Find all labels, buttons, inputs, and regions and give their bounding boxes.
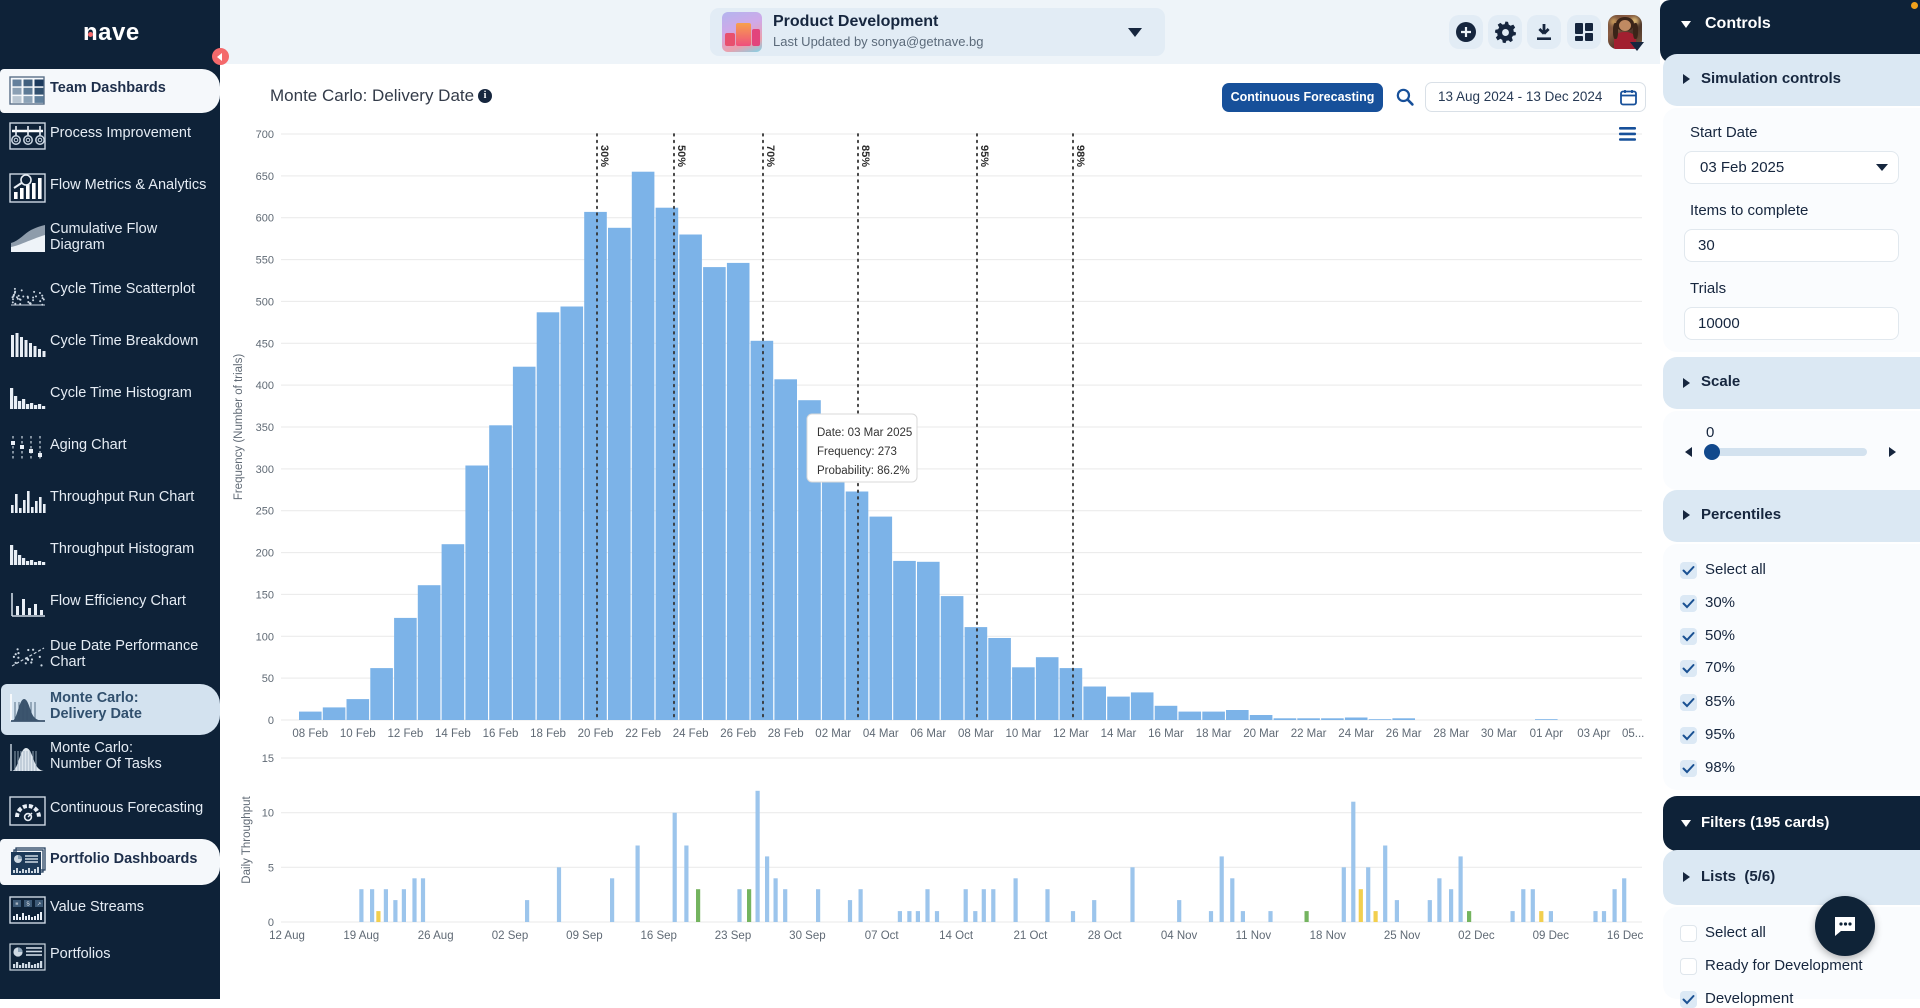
svg-text:06 Mar: 06 Mar (910, 728, 946, 740)
svg-text:S: S (26, 902, 30, 908)
svg-text:12 Aug: 12 Aug (269, 930, 305, 942)
svg-text:30%: 30% (598, 145, 610, 167)
svg-text:02 Mar: 02 Mar (815, 728, 851, 740)
svg-text:450: 450 (256, 338, 274, 350)
svg-text:85%: 85% (859, 145, 871, 167)
svg-text:50%: 50% (675, 145, 687, 167)
svg-text:12 Feb: 12 Feb (387, 728, 423, 740)
svg-text:350: 350 (256, 422, 274, 434)
svg-text:600: 600 (256, 213, 274, 225)
svg-text:98%: 98% (1074, 145, 1086, 167)
svg-text:100: 100 (256, 631, 274, 643)
svg-text:18 Feb: 18 Feb (530, 728, 566, 740)
svg-text:05...: 05... (1622, 728, 1644, 740)
svg-text:Date: 03 Mar 2025: Date: 03 Mar 2025 (817, 427, 912, 439)
svg-text:400: 400 (256, 380, 274, 392)
svg-text:16 Feb: 16 Feb (483, 728, 519, 740)
svg-text:5: 5 (268, 862, 274, 874)
svg-text:550: 550 (256, 255, 274, 267)
svg-text:20 Mar: 20 Mar (1243, 728, 1279, 740)
svg-text:09 Dec: 09 Dec (1533, 930, 1570, 942)
svg-text:23 Sep: 23 Sep (715, 930, 751, 942)
svg-text:Frequency (Number of trials): Frequency (Number of trials) (233, 354, 245, 501)
svg-text:18 Mar: 18 Mar (1196, 728, 1232, 740)
svg-text:03 Apr: 03 Apr (1577, 728, 1610, 740)
svg-text:14 Oct: 14 Oct (939, 930, 974, 942)
svg-text:02 Dec: 02 Dec (1458, 930, 1495, 942)
svg-text:0: 0 (268, 917, 274, 929)
svg-text:70%: 70% (764, 145, 776, 167)
svg-text:18 Nov: 18 Nov (1310, 930, 1347, 942)
svg-text:28 Oct: 28 Oct (1088, 930, 1123, 942)
svg-text:Frequency: 273: Frequency: 273 (817, 446, 897, 458)
svg-text:20 Feb: 20 Feb (578, 728, 614, 740)
svg-text:04 Nov: 04 Nov (1161, 930, 1198, 942)
svg-text:16 Dec: 16 Dec (1607, 930, 1644, 942)
svg-text:09 Sep: 09 Sep (566, 930, 602, 942)
svg-text:0: 0 (268, 715, 274, 727)
svg-text:28 Mar: 28 Mar (1433, 728, 1469, 740)
svg-text:↗: ↗ (37, 902, 41, 908)
svg-text:10: 10 (262, 808, 274, 820)
svg-text:14 Mar: 14 Mar (1101, 728, 1137, 740)
svg-text:14 Feb: 14 Feb (435, 728, 471, 740)
svg-text:21 Oct: 21 Oct (1013, 930, 1048, 942)
svg-text:01 Apr: 01 Apr (1530, 728, 1563, 740)
svg-text:150: 150 (256, 589, 274, 601)
svg-text:650: 650 (256, 171, 274, 183)
svg-text:200: 200 (256, 548, 274, 560)
svg-text:07 Oct: 07 Oct (865, 930, 900, 942)
svg-text:700: 700 (256, 129, 274, 141)
svg-text:16 Mar: 16 Mar (1148, 728, 1184, 740)
svg-text:10 Feb: 10 Feb (340, 728, 376, 740)
svg-text:30 Mar: 30 Mar (1481, 728, 1517, 740)
svg-text:250: 250 (256, 506, 274, 518)
svg-text:16 Sep: 16 Sep (640, 930, 676, 942)
svg-text:50: 50 (262, 673, 274, 685)
svg-text:24 Feb: 24 Feb (673, 728, 709, 740)
svg-text:04 Mar: 04 Mar (863, 728, 899, 740)
svg-text:500: 500 (256, 296, 274, 308)
svg-text:19 Aug: 19 Aug (343, 930, 379, 942)
svg-text:02 Sep: 02 Sep (492, 930, 528, 942)
svg-text:25 Nov: 25 Nov (1384, 930, 1421, 942)
svg-text:11 Nov: 11 Nov (1236, 930, 1272, 942)
svg-text:Daily Throughput: Daily Throughput (241, 796, 253, 884)
svg-text:26 Feb: 26 Feb (720, 728, 756, 740)
svg-text:15: 15 (262, 753, 274, 765)
svg-text:26 Mar: 26 Mar (1386, 728, 1422, 740)
svg-text:08 Feb: 08 Feb (292, 728, 328, 740)
svg-text:22 Mar: 22 Mar (1291, 728, 1327, 740)
svg-text:Probability: 86.2%: Probability: 86.2% (817, 465, 910, 477)
svg-text:300: 300 (256, 464, 274, 476)
svg-text:24 Mar: 24 Mar (1338, 728, 1374, 740)
svg-text:08 Mar: 08 Mar (958, 728, 994, 740)
svg-text:30 Sep: 30 Sep (789, 930, 825, 942)
svg-text:22 Feb: 22 Feb (625, 728, 661, 740)
svg-text:12 Mar: 12 Mar (1053, 728, 1089, 740)
svg-text:≡: ≡ (16, 902, 19, 908)
svg-text:26 Aug: 26 Aug (418, 930, 454, 942)
svg-text:10 Mar: 10 Mar (1006, 728, 1042, 740)
svg-text:28 Feb: 28 Feb (768, 728, 804, 740)
svg-text:95%: 95% (978, 145, 990, 167)
